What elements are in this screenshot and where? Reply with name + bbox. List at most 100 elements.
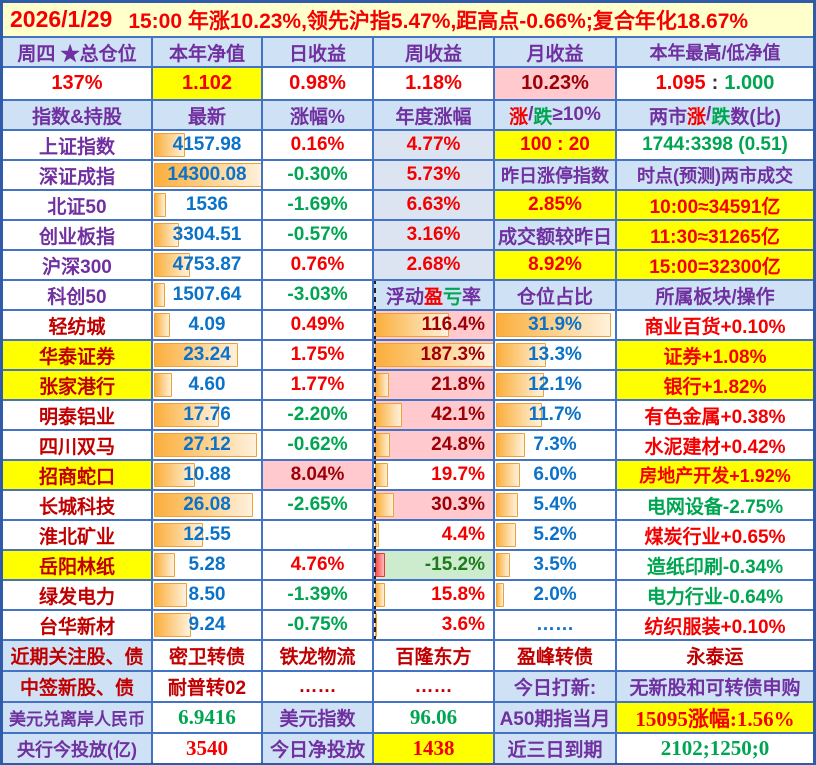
ipo-item[interactable]: …… <box>374 672 493 701</box>
index-name-cell[interactable]: 北证50 <box>3 191 151 219</box>
pboc-net-value[interactable]: 1438 <box>374 734 493 763</box>
pboc-expiry-value[interactable]: 2102;1250;0 <box>617 734 813 763</box>
index-name-cell[interactable]: 深证成指 <box>3 161 151 189</box>
price-cell[interactable]: 9.24 <box>153 611 261 639</box>
header-nav-range[interactable]: 本年最高/低净值 <box>617 38 813 66</box>
change-cell[interactable]: 1.77% <box>263 371 372 399</box>
price-cell[interactable]: 14300.08 <box>153 161 261 189</box>
change-cell[interactable]: 4.76% <box>263 551 372 579</box>
sector-cell[interactable]: 房地产开发+1.92% <box>617 461 813 489</box>
total-position-value[interactable]: 137% <box>3 68 151 99</box>
a50-value[interactable]: 15095涨幅:1.56% <box>617 703 813 732</box>
header-position-weight[interactable]: 仓位占比 <box>495 281 615 309</box>
pnl-cell[interactable]: 19.7% <box>374 461 493 489</box>
pnl-cell[interactable]: -15.2% <box>374 551 493 579</box>
limit-ratio-cell[interactable]: 100 : 20 <box>495 131 615 159</box>
label-cell[interactable]: 昨日涨停指数 <box>495 161 615 189</box>
pnl-cell[interactable]: 116.4% <box>374 311 493 339</box>
stat-cell[interactable]: 2.85% <box>495 191 615 219</box>
ytd-cell[interactable]: 5.73% <box>374 161 493 189</box>
a50-label[interactable]: A50期指当月 <box>495 703 615 732</box>
stock-name-cell[interactable]: 轻纺城 <box>3 311 151 339</box>
pboc-injection-label[interactable]: 央行今投放(亿) <box>3 734 151 763</box>
sector-cell[interactable]: 水泥建材+0.42% <box>617 431 813 459</box>
day-return-value[interactable]: 0.98% <box>263 68 372 99</box>
change-cell[interactable]: -2.65% <box>263 491 372 519</box>
stock-name-cell[interactable]: 四川双马 <box>3 431 151 459</box>
header-ytd-nav[interactable]: 本年净值 <box>153 38 261 66</box>
header-index-holdings[interactable]: 指数&持股 <box>3 101 151 129</box>
header-month-return[interactable]: 月收益 <box>495 38 615 66</box>
watchlist-item[interactable]: 铁龙物流 <box>263 641 372 670</box>
ytd-nav-value[interactable]: 1.102 <box>153 68 261 99</box>
sector-cell[interactable]: 造纸印刷-0.34% <box>617 551 813 579</box>
pnl-cell[interactable]: 30.3% <box>374 491 493 519</box>
header-last-price[interactable]: 最新 <box>153 101 261 129</box>
sector-cell[interactable]: 有色金属+0.38% <box>617 401 813 429</box>
header-day-return[interactable]: 日收益 <box>263 38 372 66</box>
ytd-cell[interactable]: 3.16% <box>374 221 493 249</box>
ytd-cell[interactable]: 4.77% <box>374 131 493 159</box>
dxy-value[interactable]: 96.06 <box>374 703 493 732</box>
watchlist-item[interactable]: 百隆东方 <box>374 641 493 670</box>
weight-cell[interactable]: 3.5% <box>495 551 615 579</box>
change-cell[interactable]: -3.03% <box>263 281 372 309</box>
pnl-cell[interactable]: 24.8% <box>374 431 493 459</box>
stock-name-cell[interactable]: 台华新材 <box>3 611 151 639</box>
price-cell[interactable]: 4.60 <box>153 371 261 399</box>
change-cell[interactable]: -0.57% <box>263 221 372 249</box>
pnl-cell[interactable]: 187.3% <box>374 341 493 369</box>
stock-name-cell[interactable]: 长城科技 <box>3 491 151 519</box>
weight-cell[interactable]: 2.0% <box>495 581 615 609</box>
watchlist-item[interactable]: 盈峰转债 <box>495 641 615 670</box>
ipo-label[interactable]: 中签新股、债 <box>3 672 151 701</box>
weight-cell[interactable]: 31.9% <box>495 311 615 339</box>
price-cell[interactable]: 4157.98 <box>153 131 261 159</box>
stock-name-cell[interactable]: 岳阳林纸 <box>3 551 151 579</box>
change-cell[interactable]: 0.16% <box>263 131 372 159</box>
label-cell[interactable]: 时点(预测)两市成交 <box>617 161 813 189</box>
sector-cell[interactable]: 煤炭行业+0.65% <box>617 521 813 549</box>
pboc-injection-value[interactable]: 3540 <box>153 734 261 763</box>
change-cell[interactable]: -1.69% <box>263 191 372 219</box>
stat-cell[interactable]: 8.92% <box>495 251 615 279</box>
stock-name-cell[interactable]: 张家港行 <box>3 371 151 399</box>
ytd-cell[interactable]: 2.68% <box>374 251 493 279</box>
sector-cell[interactable]: 银行+1.82% <box>617 371 813 399</box>
ipo-item[interactable]: …… <box>263 672 372 701</box>
stock-name-cell[interactable]: 绿发电力 <box>3 581 151 609</box>
watchlist-label[interactable]: 近期关注股、债 <box>3 641 151 670</box>
weight-cell[interactable]: 5.2% <box>495 521 615 549</box>
price-cell[interactable]: 8.50 <box>153 581 261 609</box>
price-cell[interactable]: 5.28 <box>153 551 261 579</box>
header-market-breadth[interactable]: 两市涨 / 跌数(比) <box>617 101 813 129</box>
usdcnh-value[interactable]: 6.9416 <box>153 703 261 732</box>
turnover-cell[interactable]: 15:00=32300亿 <box>617 251 813 279</box>
price-cell[interactable]: 4.09 <box>153 311 261 339</box>
weight-cell[interactable]: 5.4% <box>495 491 615 519</box>
header-limit-updown[interactable]: 涨 / 跌 ≥10% <box>495 101 615 129</box>
pboc-net-label[interactable]: 今日净投放 <box>263 734 372 763</box>
pnl-cell[interactable]: 21.8% <box>374 371 493 399</box>
price-cell[interactable]: 26.08 <box>153 491 261 519</box>
title-banner-cell[interactable]: 2026/1/29 15:00 年涨10.23%,领先沪指5.47%,距高点-0… <box>3 3 813 36</box>
watchlist-item[interactable]: 密卫转债 <box>153 641 261 670</box>
header-floating-pnl[interactable]: 浮动盈亏率 <box>374 281 493 309</box>
week-return-value[interactable]: 1.18% <box>374 68 493 99</box>
change-cell[interactable]: -0.75% <box>263 611 372 639</box>
price-cell[interactable]: 23.24 <box>153 341 261 369</box>
weight-cell[interactable]: 7.3% <box>495 431 615 459</box>
turnover-cell[interactable]: 10:00≈34591亿 <box>617 191 813 219</box>
price-cell[interactable]: 1536 <box>153 191 261 219</box>
change-cell[interactable]: -1.39% <box>263 581 372 609</box>
ipo-item[interactable]: 耐普转02 <box>153 672 261 701</box>
pnl-cell[interactable]: 3.6% <box>374 611 493 639</box>
label-cell[interactable]: 成交额较昨日 <box>495 221 615 249</box>
price-cell[interactable]: 12.55 <box>153 521 261 549</box>
stock-name-cell[interactable]: 招商蛇口 <box>3 461 151 489</box>
index-name-cell[interactable]: 上证指数 <box>3 131 151 159</box>
ipo-today-label[interactable]: 今日打新: <box>495 672 615 701</box>
header-week-return[interactable]: 周收益 <box>374 38 493 66</box>
price-cell[interactable]: 27.12 <box>153 431 261 459</box>
stock-name-cell[interactable]: 明泰铝业 <box>3 401 151 429</box>
